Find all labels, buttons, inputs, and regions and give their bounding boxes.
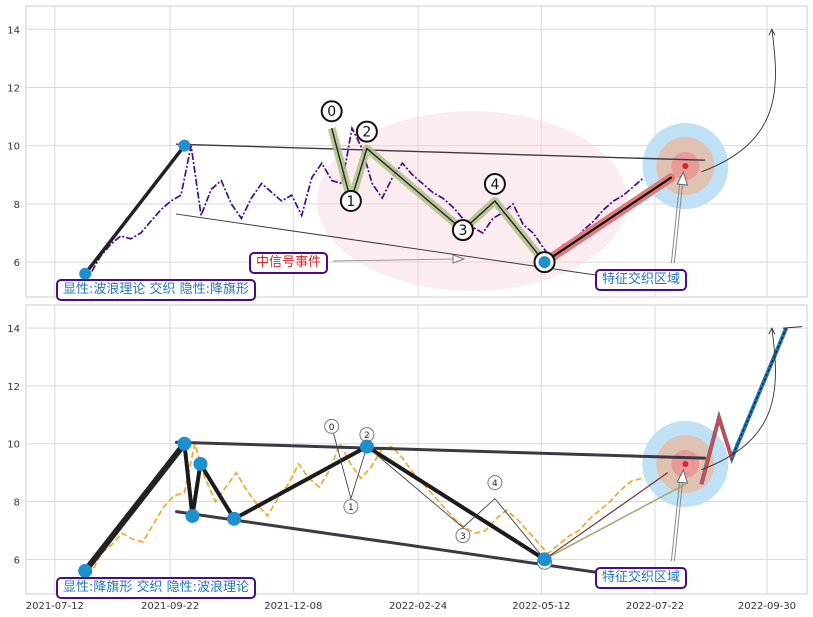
pivot-marker: [359, 439, 374, 454]
y-tick-label: 6: [14, 258, 20, 269]
y-tick-label: 12: [7, 382, 20, 393]
bottom-pattern-label: 显性:降旗形 交织 隐性:波浪理论: [56, 577, 257, 599]
y-tick-label: 6: [14, 555, 20, 566]
wave-number-circle: [343, 499, 359, 515]
top-zone-label: 特征交织区域: [595, 269, 688, 291]
wave-number-circle: [487, 475, 503, 491]
y-tick-label: 8: [14, 200, 20, 211]
pivot-marker: [193, 456, 208, 471]
wave-number-circle: [483, 172, 506, 195]
trendline: [175, 213, 648, 283]
x-tick-label: 2022-02-24: [389, 601, 447, 612]
signal-arrow: [332, 258, 456, 262]
forecast-red-segment: [699, 412, 734, 485]
wave-number-label: 3: [460, 532, 466, 542]
trendline-secondary: [544, 472, 669, 560]
pivot-marker: [227, 511, 242, 526]
trendline: [543, 176, 673, 264]
forecast-arrow-head: [768, 327, 776, 335]
pivot-marker: [537, 552, 552, 567]
wave-number-label: 0: [327, 104, 336, 120]
top-pattern-label: 显性:波浪理论 交织 隐性:降旗形: [56, 279, 257, 301]
trendline: [174, 440, 707, 460]
signal-arrowhead: [452, 254, 466, 264]
wave-path-thin: [331, 426, 545, 560]
zone-pointer-arrowhead: [676, 468, 689, 484]
wave-number-label: 1: [346, 194, 355, 210]
wave-number-label: 2: [364, 431, 370, 441]
trendline: [82, 440, 188, 574]
pattern-path: [182, 443, 546, 561]
forecast-arrow: [701, 29, 776, 173]
pivot-marker: [185, 508, 200, 523]
wave-number-label: 0: [329, 423, 335, 433]
wave-number-circle: [324, 418, 340, 434]
wave-number-circle: [339, 189, 362, 212]
wave-number-circle: [451, 219, 474, 242]
y-tick-label: 10: [7, 440, 20, 451]
wave-number-label: 3: [458, 223, 467, 239]
wave-number-label: 4: [490, 177, 499, 193]
forecast-arrow: [701, 328, 776, 471]
wave-number-label: 4: [492, 479, 498, 489]
pivot-marker: [79, 267, 92, 280]
x-tick-label: 2022-09-30: [738, 601, 796, 612]
pivot-marker: [538, 256, 551, 269]
forecast-tip: [782, 326, 803, 329]
y-tick-label: 14: [7, 25, 20, 36]
pivot-marker: [177, 436, 192, 451]
zone-center-dot: [682, 460, 689, 467]
forecast-arrow-head: [768, 28, 776, 36]
pivot-marker: [178, 139, 191, 152]
price-series-line: [80, 125, 715, 275]
price-series-line: [79, 441, 715, 575]
x-tick-label: 2021-09-22: [141, 601, 199, 612]
zone-center-dot: [682, 163, 689, 170]
trendline: [543, 483, 687, 561]
y-tick-label: 10: [7, 142, 20, 153]
y-tick-label: 8: [14, 498, 20, 509]
bottom-zone-label: 特征交织区域: [595, 567, 688, 589]
wave-number-circle: [455, 528, 471, 544]
wave-number-circle: [355, 120, 378, 143]
wave-number-circle: [320, 100, 343, 123]
x-tick-label: 2021-07-12: [26, 601, 84, 612]
pivot-marker: [78, 563, 93, 578]
top-signal-label: 中信号事件: [249, 252, 329, 274]
y-tick-label: 14: [7, 324, 20, 335]
x-tick-label: 2021-12-08: [264, 601, 322, 612]
x-tick-label: 2022-07-22: [626, 601, 684, 612]
y-tick-label: 12: [7, 83, 20, 94]
wave-path: [331, 128, 546, 263]
x-tick-label: 2022-05-12: [512, 601, 570, 612]
zone-pointer-arrowhead: [676, 170, 689, 186]
trendline: [174, 510, 649, 582]
zone-pointer-arrow: [670, 473, 684, 562]
zone-pointer-arrow: [670, 175, 684, 264]
trendline: [83, 143, 187, 276]
wave-number-label: 2: [362, 125, 371, 141]
trendline: [175, 143, 706, 161]
wave-number-label: 1: [348, 503, 354, 513]
